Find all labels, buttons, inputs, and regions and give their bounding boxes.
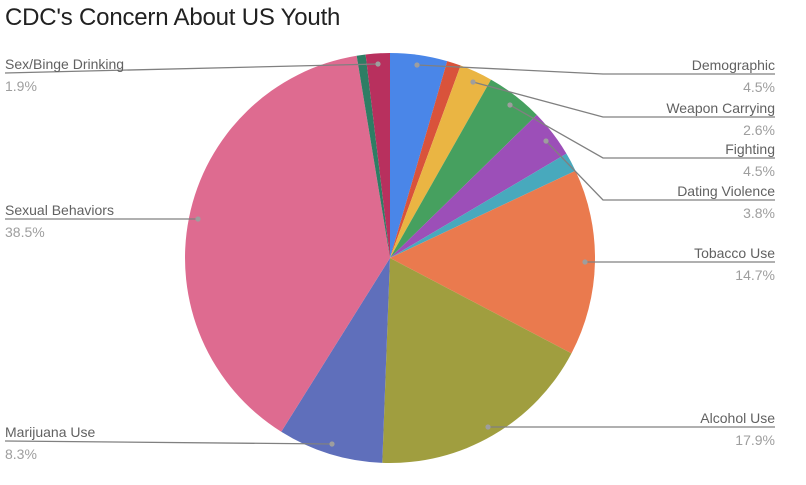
label-value-demographic: 4.5% — [743, 79, 775, 95]
label-value-sexual-behaviors: 38.5% — [5, 224, 45, 240]
leader-dot-dating-violence — [543, 138, 549, 144]
pie-slice-dating-violence — [390, 114, 567, 258]
label-name-fighting: Fighting — [725, 141, 775, 157]
label-name-sex-binge-drinking: Sex/Binge Drinking — [5, 56, 124, 72]
leader-dot-weapon-carrying — [470, 79, 476, 85]
pie-slice-alcohol-use — [382, 258, 572, 463]
label-name-tobacco-use: Tobacco Use — [694, 245, 775, 261]
label-name-alcohol-use: Alcohol Use — [700, 410, 775, 426]
leader-dot-tobacco-use — [582, 259, 588, 265]
label-value-sex-binge-drinking: 1.9% — [5, 78, 37, 94]
leader-line-marijuana-use — [4, 440, 333, 445]
pie-slice-demographic — [390, 53, 448, 258]
label-value-marijuana-use: 8.3% — [5, 446, 37, 462]
label-name-demographic: Demographic — [692, 57, 775, 73]
pie-slice-unlabeled — [390, 153, 576, 258]
leader-dot-alcohol-use — [485, 424, 491, 430]
label-name-sexual-behaviors: Sexual Behaviors — [5, 202, 114, 218]
label-name-weapon-carrying: Weapon Carrying — [666, 100, 775, 116]
pie-slice-unlabeled — [390, 61, 461, 258]
leader-line-fighting — [509, 104, 775, 159]
label-value-alcohol-use: 17.9% — [735, 432, 775, 448]
pie-slice-unlabeled — [356, 54, 390, 259]
leader-line-dating-violence — [545, 140, 775, 201]
label-value-weapon-carrying: 2.6% — [743, 122, 775, 138]
leader-lines — [4, 61, 775, 447]
label-value-fighting: 4.5% — [743, 163, 775, 179]
leader-dot-marijuana-use — [329, 441, 335, 447]
leader-line-weapon-carrying — [472, 81, 775, 118]
pie-slice-marijuana-use — [281, 258, 390, 463]
leader-dot-sexual-behaviors — [195, 216, 201, 222]
leader-dot-demographic — [414, 62, 420, 68]
slice-labels: Demographic 4.5% Weapon Carrying 2.6% Fighti… — [5, 56, 775, 462]
label-name-dating-violence: Dating Violence — [677, 183, 775, 199]
chart-title: CDC's Concern About US Youth — [5, 4, 341, 31]
pie-slice-sex-binge-drinking — [365, 53, 390, 258]
pie-slice-tobacco-use — [390, 170, 595, 354]
label-value-tobacco-use: 14.7% — [735, 267, 775, 283]
label-name-marijuana-use: Marijuana Use — [5, 424, 95, 440]
pie-slice-fighting — [390, 79, 537, 258]
label-value-dating-violence: 3.8% — [743, 205, 775, 221]
pie-slice-weapon-carrying — [390, 65, 492, 258]
pie-slice-sexual-behaviors — [185, 55, 390, 432]
leader-line-sex-binge-drinking — [4, 63, 379, 74]
leader-dot-sex-binge-drinking — [375, 61, 381, 67]
pie-slices — [185, 53, 595, 463]
leader-line-demographic — [416, 64, 775, 75]
leader-dot-fighting — [507, 102, 513, 108]
